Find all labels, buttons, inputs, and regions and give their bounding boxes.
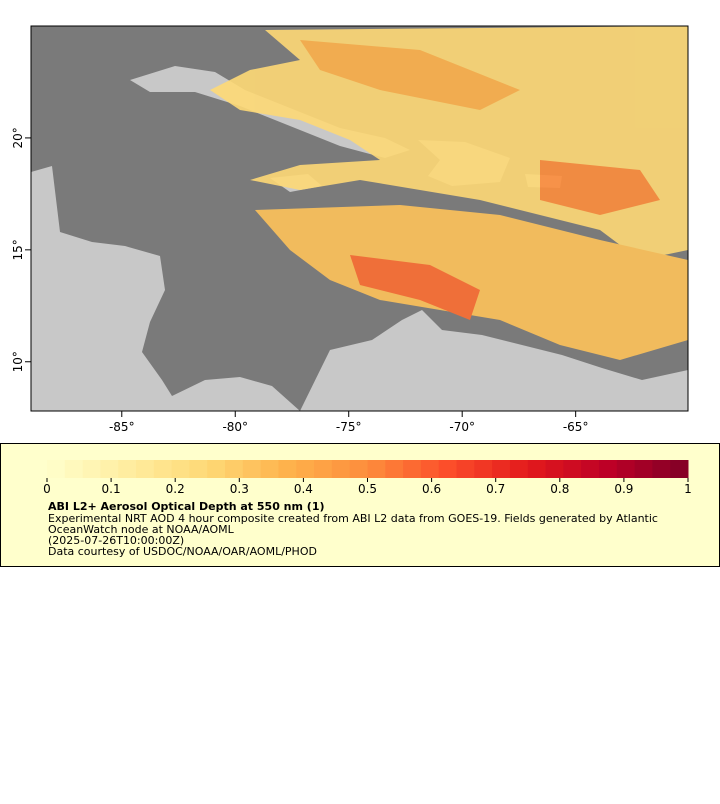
colorbar-step bbox=[456, 460, 475, 478]
colorbar-step bbox=[652, 460, 671, 478]
colorbar-step bbox=[598, 460, 618, 478]
colorbar-step bbox=[296, 460, 315, 478]
legend-title: ABI L2+ Aerosol Optical Depth at 550 nm … bbox=[48, 500, 325, 513]
aerosol-patch bbox=[255, 205, 688, 360]
x-tick-label: -75° bbox=[336, 420, 362, 434]
colorbar-tick-label: 0.6 bbox=[422, 482, 441, 496]
colorbar-step bbox=[171, 460, 190, 478]
colorbar-step bbox=[581, 460, 600, 478]
x-tick-label: -70° bbox=[449, 420, 475, 434]
colorbar-step bbox=[242, 460, 262, 478]
y-tick-label: 10° bbox=[11, 351, 25, 372]
colorbar-step bbox=[225, 460, 244, 478]
x-tick-label: -85° bbox=[109, 420, 135, 434]
colorbar-step bbox=[545, 460, 564, 478]
colorbar-step bbox=[82, 460, 101, 478]
colorbar-step bbox=[634, 460, 653, 478]
colorbar-step bbox=[207, 460, 226, 478]
colorbar-step bbox=[153, 460, 173, 478]
map-frame bbox=[30, 25, 689, 412]
legend-line: Experimental NRT AOD 4 hour composite cr… bbox=[48, 512, 658, 525]
aerosol-patch bbox=[350, 255, 480, 320]
colorbar-tick-label: 0.1 bbox=[102, 482, 121, 496]
y-tick-label: 15° bbox=[11, 239, 25, 260]
legend-line: Data courtesy of USDOC/NOAA/OAR/AOML/PHO… bbox=[48, 545, 317, 558]
legend-line: OceanWatch node at NOAA/AOML bbox=[48, 523, 235, 536]
colorbar-tick-label: 0.7 bbox=[486, 482, 505, 496]
colorbar-step bbox=[438, 460, 458, 478]
colorbar-step bbox=[616, 460, 636, 478]
colorbar-step bbox=[349, 460, 368, 478]
colorbar-tick-label: 0.5 bbox=[358, 482, 377, 496]
colorbar-step bbox=[260, 460, 279, 478]
y-tick-label: 20° bbox=[11, 127, 25, 148]
colorbar-step bbox=[100, 460, 119, 478]
aerosol-patch bbox=[540, 160, 660, 215]
colorbar-step bbox=[670, 460, 689, 478]
colorbar-step bbox=[509, 460, 529, 478]
colorbar-step bbox=[331, 460, 351, 478]
colorbar-step bbox=[527, 460, 547, 478]
aerosol-patch bbox=[300, 40, 520, 110]
colorbar-step bbox=[64, 460, 84, 478]
colorbar-tick-label: 0.2 bbox=[166, 482, 185, 496]
x-tick-label: -65° bbox=[563, 420, 589, 434]
colorbar-tick-label: 0.4 bbox=[294, 482, 313, 496]
colorbar-step bbox=[367, 460, 386, 478]
colorbar-step bbox=[474, 460, 493, 478]
colorbar-step bbox=[403, 460, 422, 478]
colorbar-step bbox=[278, 460, 297, 478]
colorbar-step bbox=[47, 460, 66, 478]
colorbar-step bbox=[314, 460, 333, 478]
axes: -85° -80° -75° -70° -65° 10° 15° 20° bbox=[11, 127, 588, 434]
colorbar-step bbox=[136, 460, 155, 478]
colorbar-step bbox=[420, 460, 440, 478]
colorbar-step bbox=[189, 460, 208, 478]
colorbar-tick-label: 1 bbox=[684, 482, 692, 496]
legend-line: (2025-07-26T10:00:00Z) bbox=[48, 534, 184, 547]
colorbar-tick-label: 0.8 bbox=[550, 482, 569, 496]
colorbar-tick-label: 0.3 bbox=[230, 482, 249, 496]
colorbar: 0 0.1 0.2 0.3 0.4 0.5 0.6 0.7 0.8 0.9 1 bbox=[43, 460, 692, 496]
colorbar-tick-label: 0 bbox=[43, 482, 51, 496]
x-tick-label: -80° bbox=[222, 420, 248, 434]
colorbar-step bbox=[385, 460, 404, 478]
colorbar-step bbox=[563, 460, 582, 478]
colorbar-step bbox=[492, 460, 511, 478]
colorbar-step bbox=[118, 460, 137, 478]
aerosol-field bbox=[210, 26, 688, 360]
colorbar-tick-label: 0.9 bbox=[614, 482, 633, 496]
